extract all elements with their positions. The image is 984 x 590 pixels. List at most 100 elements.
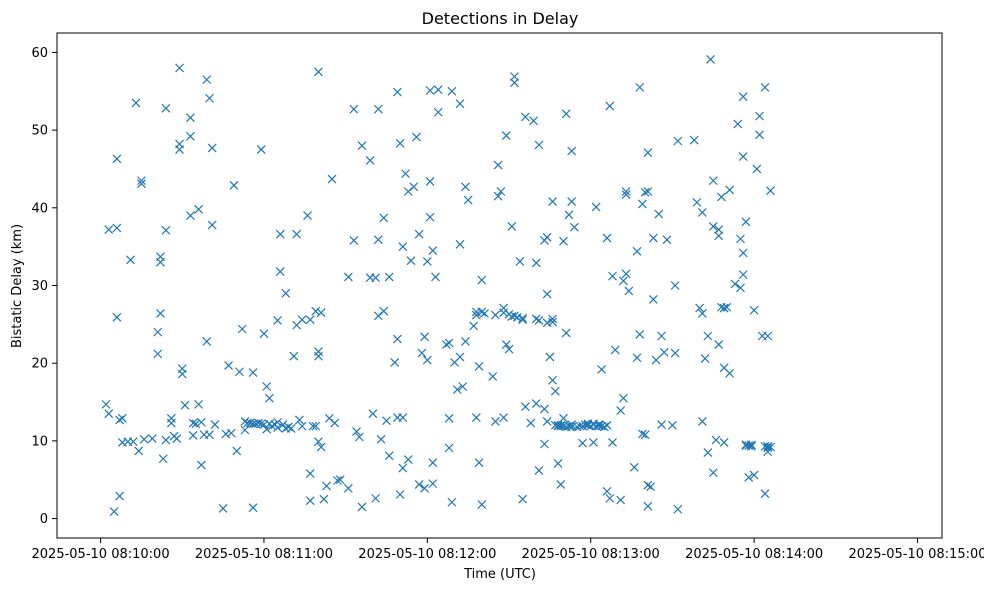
y-tick-label: 20 bbox=[31, 357, 48, 372]
data-point bbox=[161, 435, 171, 445]
data-point bbox=[232, 446, 242, 456]
data-point bbox=[343, 272, 353, 282]
data-point bbox=[618, 393, 628, 403]
data-point bbox=[104, 225, 114, 234]
data-point bbox=[493, 191, 503, 201]
data-point bbox=[531, 399, 541, 409]
data-point bbox=[153, 327, 163, 337]
data-point bbox=[428, 479, 438, 489]
data-point bbox=[474, 458, 484, 468]
data-point bbox=[621, 187, 631, 196]
data-point bbox=[708, 468, 718, 478]
data-point bbox=[330, 418, 340, 428]
data-point bbox=[659, 347, 669, 357]
data-point bbox=[422, 355, 432, 365]
data-point bbox=[493, 160, 503, 170]
data-point bbox=[101, 399, 111, 409]
data-point bbox=[697, 309, 707, 318]
data-point bbox=[305, 496, 315, 506]
data-point bbox=[695, 303, 705, 313]
data-point bbox=[670, 281, 680, 290]
data-point bbox=[561, 109, 571, 119]
data-point bbox=[763, 447, 773, 457]
x-tick-label: 2025-05-10 08:14:00 bbox=[685, 547, 823, 562]
data-point bbox=[755, 111, 764, 121]
data-point bbox=[186, 211, 195, 221]
data-point bbox=[488, 371, 498, 381]
data-point bbox=[648, 233, 658, 243]
data-point bbox=[414, 479, 424, 489]
data-point bbox=[697, 208, 707, 217]
data-point bbox=[191, 419, 201, 429]
data-point bbox=[561, 328, 571, 338]
data-point bbox=[205, 430, 214, 440]
data-point bbox=[616, 406, 626, 416]
data-point bbox=[240, 417, 250, 426]
data-point bbox=[335, 475, 345, 485]
data-point bbox=[608, 271, 617, 281]
data-point bbox=[569, 222, 579, 232]
data-point bbox=[714, 225, 724, 234]
data-point bbox=[632, 353, 642, 363]
data-point bbox=[744, 441, 754, 450]
data-point bbox=[638, 199, 647, 209]
data-point bbox=[703, 331, 713, 341]
data-point bbox=[188, 418, 198, 428]
data-point bbox=[638, 429, 647, 439]
x-tick-label: 2025-05-10 08:15:00 bbox=[848, 547, 984, 562]
data-point bbox=[417, 348, 427, 358]
data-point bbox=[725, 185, 735, 195]
data-point bbox=[741, 217, 751, 227]
data-point bbox=[235, 367, 244, 377]
data-point bbox=[373, 235, 383, 245]
data-point bbox=[559, 413, 568, 423]
data-point bbox=[357, 502, 367, 512]
data-point bbox=[602, 486, 612, 496]
data-point bbox=[548, 375, 558, 385]
data-point bbox=[115, 415, 125, 425]
data-point bbox=[226, 428, 236, 438]
data-point bbox=[643, 501, 653, 511]
data-point bbox=[357, 141, 367, 151]
data-point bbox=[428, 458, 438, 468]
data-point bbox=[746, 440, 756, 450]
data-point bbox=[273, 417, 282, 427]
data-point bbox=[414, 229, 424, 239]
data-point bbox=[349, 236, 359, 245]
data-point bbox=[518, 494, 528, 504]
data-point bbox=[564, 421, 574, 431]
data-point bbox=[343, 483, 353, 493]
data-point bbox=[275, 267, 285, 276]
data-point bbox=[635, 82, 645, 92]
data-point bbox=[610, 345, 620, 355]
data-point bbox=[289, 351, 299, 361]
data-point bbox=[520, 402, 530, 412]
data-point bbox=[763, 443, 773, 453]
data-point bbox=[760, 489, 770, 499]
data-point bbox=[384, 272, 394, 282]
data-point bbox=[207, 143, 217, 153]
data-point bbox=[531, 258, 541, 268]
data-point bbox=[725, 368, 735, 378]
data-point bbox=[452, 385, 462, 395]
data-point bbox=[471, 413, 481, 423]
data-point bbox=[673, 136, 683, 146]
data-point bbox=[134, 446, 144, 456]
data-point bbox=[548, 314, 558, 324]
data-point bbox=[738, 270, 748, 280]
data-point bbox=[621, 269, 631, 279]
data-point bbox=[286, 424, 296, 433]
data-point bbox=[455, 239, 465, 249]
data-point bbox=[180, 400, 190, 410]
data-point bbox=[534, 316, 544, 325]
data-point bbox=[316, 442, 326, 452]
data-point bbox=[398, 242, 408, 252]
data-point bbox=[490, 417, 500, 426]
data-point bbox=[333, 476, 342, 485]
data-point bbox=[156, 309, 165, 318]
data-point bbox=[177, 369, 187, 379]
data-point bbox=[692, 197, 702, 207]
data-point bbox=[297, 421, 307, 431]
